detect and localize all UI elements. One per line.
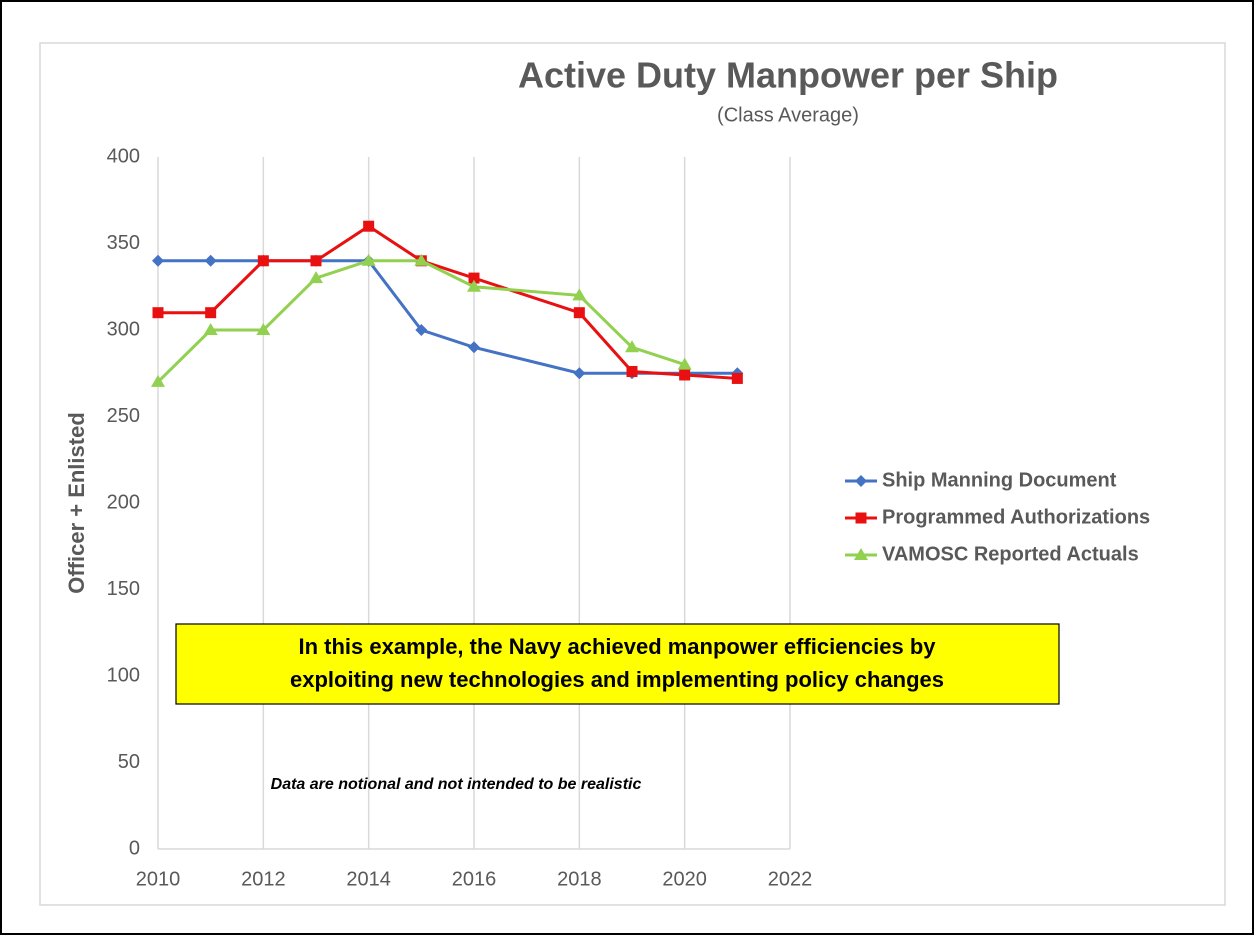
marker bbox=[256, 323, 271, 335]
marker bbox=[855, 475, 867, 487]
annotation-box bbox=[175, 623, 1060, 705]
y-axis-label: Officer + Enlisted bbox=[64, 412, 89, 594]
marker bbox=[467, 279, 481, 292]
x-tick-label: 2010 bbox=[136, 868, 181, 890]
annotation-text: In this example, the Navy achieved manpo… bbox=[298, 634, 936, 659]
y-tick-label: 50 bbox=[118, 751, 140, 773]
y-tick-label: 350 bbox=[107, 232, 140, 254]
marker bbox=[626, 366, 638, 378]
marker bbox=[468, 272, 480, 284]
marker bbox=[854, 548, 868, 560]
marker bbox=[310, 255, 322, 267]
x-tick-label: 2012 bbox=[241, 868, 286, 890]
chart-area bbox=[39, 42, 1226, 906]
marker bbox=[731, 372, 743, 384]
marker bbox=[309, 271, 323, 284]
marker bbox=[679, 369, 691, 381]
marker bbox=[468, 341, 480, 354]
y-tick-label: 150 bbox=[107, 578, 140, 600]
y-tick-label: 0 bbox=[129, 837, 140, 859]
marker bbox=[204, 254, 217, 267]
marker bbox=[414, 253, 429, 266]
marker bbox=[625, 340, 639, 353]
legend-label: Programmed Authorizations bbox=[882, 506, 1150, 528]
marker bbox=[573, 367, 586, 380]
y-tick-label: 200 bbox=[107, 491, 140, 513]
x-tick-label: 2022 bbox=[768, 868, 813, 890]
marker bbox=[573, 307, 585, 319]
marker bbox=[151, 374, 165, 387]
marker bbox=[152, 254, 164, 267]
chart-title: Active Duty Manpower per Ship bbox=[518, 55, 1058, 96]
x-tick-label: 2020 bbox=[662, 868, 707, 890]
chart-subtitle: (Class Average) bbox=[717, 104, 859, 126]
marker bbox=[415, 324, 428, 336]
y-tick-label: 100 bbox=[107, 664, 140, 686]
legend-label: VAMOSC Reported Actuals bbox=[882, 543, 1139, 565]
y-tick-label: 300 bbox=[107, 318, 140, 340]
x-tick-label: 2016 bbox=[452, 868, 497, 890]
annotation-text: exploiting new technologies and implemen… bbox=[290, 667, 944, 692]
marker bbox=[205, 307, 217, 319]
marker bbox=[363, 220, 375, 232]
x-tick-label: 2014 bbox=[346, 868, 391, 890]
note: Data are notional and not intended to be… bbox=[271, 776, 642, 793]
marker bbox=[677, 357, 692, 370]
marker bbox=[203, 323, 218, 335]
x-tick-label: 2018 bbox=[557, 868, 602, 890]
marker bbox=[257, 255, 269, 267]
marker bbox=[855, 512, 867, 524]
series-line bbox=[156, 259, 686, 383]
marker bbox=[152, 307, 164, 319]
y-tick-label: 250 bbox=[107, 405, 140, 427]
marker bbox=[572, 288, 587, 301]
legend-label: Ship Manning Document bbox=[882, 469, 1117, 491]
marker bbox=[361, 253, 376, 266]
y-tick-label: 400 bbox=[107, 145, 140, 167]
